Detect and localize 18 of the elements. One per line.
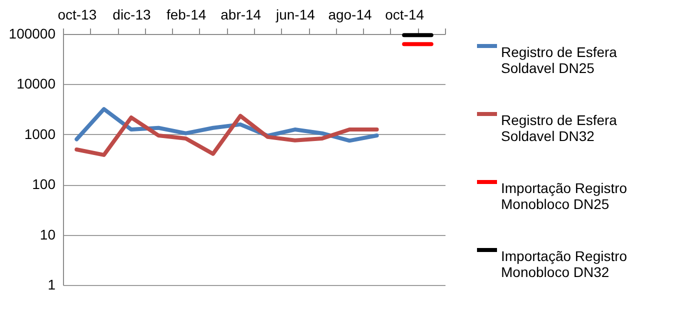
legend-label: Registro de Esfera Soldavel DN32 [501, 112, 618, 144]
x-tick-label: jun-14 [274, 6, 316, 22]
y-tick-label: 1 [48, 276, 56, 292]
legend-label: Importação Registro Monobloco DN32 [501, 248, 628, 280]
legend-label: Registro de Esfera Soldavel DN25 [501, 44, 618, 76]
y-tick-label: 100 [32, 176, 56, 192]
y-tick-label: 1000 [24, 126, 56, 142]
x-tick-label: feb-14 [166, 6, 206, 22]
x-tick-label: abr-14 [220, 6, 262, 22]
y-tick-label: 10 [40, 226, 56, 242]
x-tick-label: oct-14 [385, 6, 424, 22]
x-tick-label: ago-14 [328, 6, 372, 22]
legend-label: Importação Registro Monobloco DN25 [501, 180, 628, 212]
y-tick-label: 10000 [16, 76, 56, 92]
y-tick-label: 100000 [8, 26, 56, 42]
x-tick-label: dic-13 [112, 6, 151, 22]
line-series [74, 114, 379, 157]
x-tick-label: oct-13 [58, 6, 97, 22]
